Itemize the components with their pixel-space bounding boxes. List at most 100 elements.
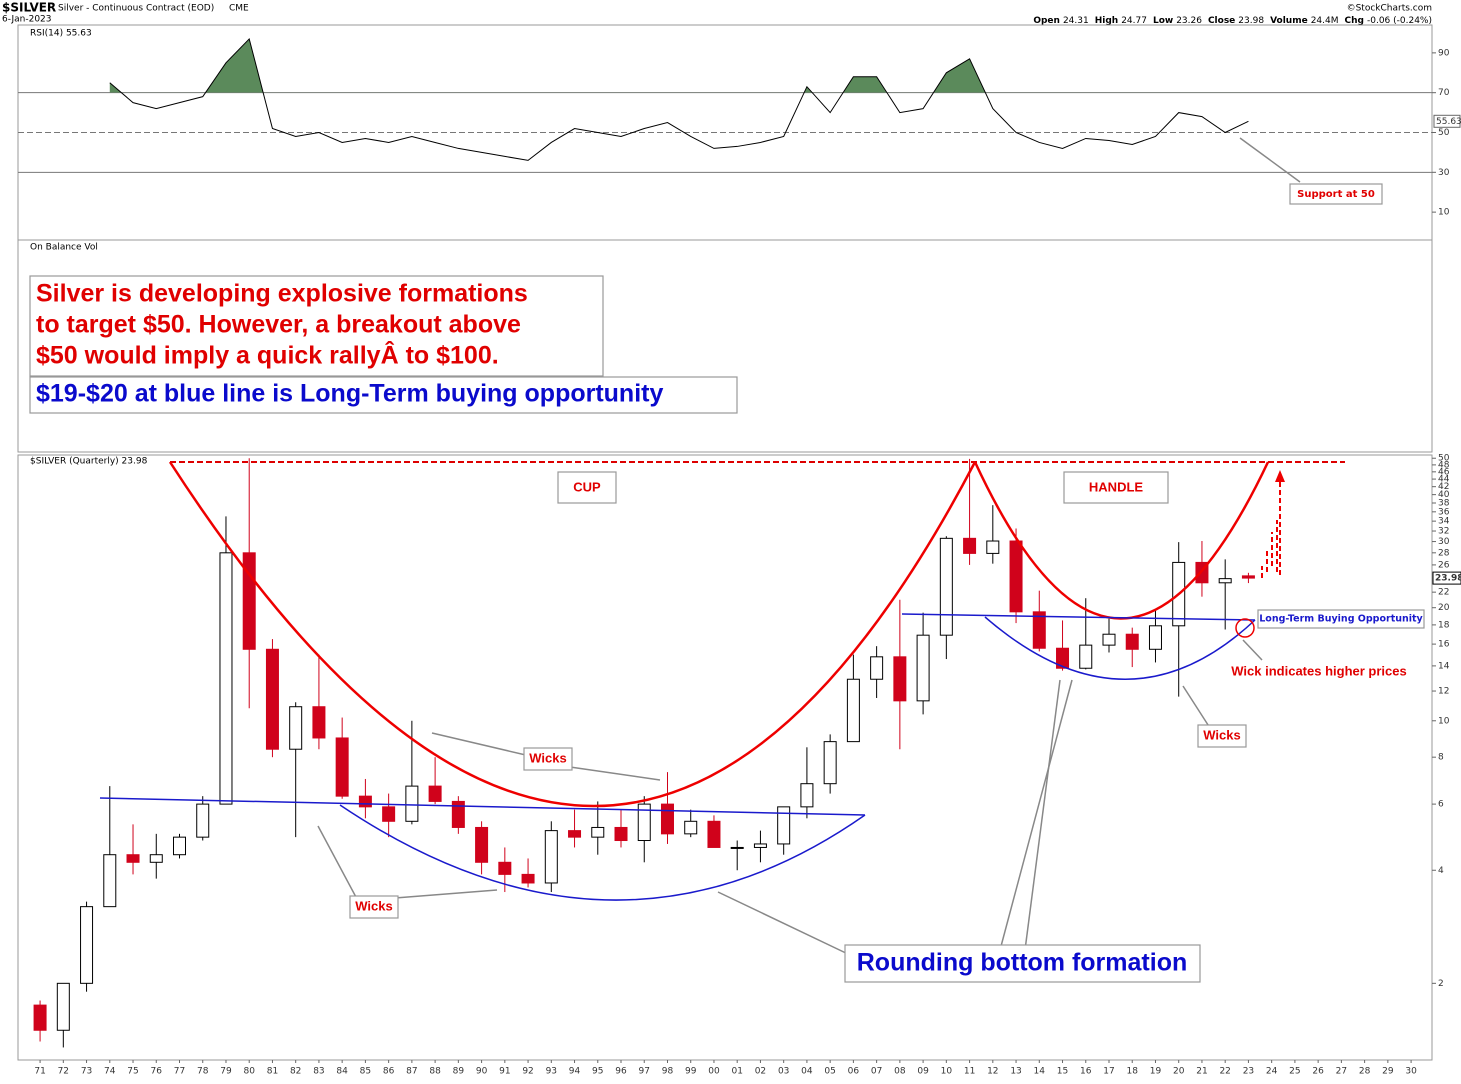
y-tick-label: 90 — [1438, 48, 1450, 58]
candle-body — [126, 854, 140, 863]
x-tick-label: 96 — [615, 1067, 627, 1077]
quote-text: Open 24.31 High 24.77 Low 23.26 Close 23.98 Volu… — [1033, 16, 1432, 26]
quote-label: Open — [1033, 16, 1060, 26]
y-tick-label: 26 — [1438, 560, 1450, 570]
annotations: Silver is developing explosive formation… — [29, 183, 1425, 983]
arrow-head — [1275, 470, 1285, 482]
cup-curve — [168, 461, 977, 807]
price-title: $SILVER (Quarterly) 23.98 — [30, 457, 148, 467]
candle-body — [823, 741, 837, 785]
x-tick-label: 00 — [708, 1067, 720, 1077]
candle-body — [1009, 540, 1023, 613]
date: 6-Jan-2023 — [2, 15, 52, 25]
y-tick-label: 70 — [1438, 88, 1450, 98]
x-tick-label: 15 — [1057, 1067, 1068, 1077]
candle-body — [358, 795, 372, 808]
obv-title: On Balance Vol — [30, 243, 98, 253]
x-tick-label: 72 — [58, 1067, 69, 1077]
candle-body — [730, 846, 744, 849]
candle-body — [1032, 611, 1046, 649]
x-tick-label: 93 — [546, 1067, 557, 1077]
y-tick-label: 20 — [1438, 603, 1450, 613]
x-tick-label: 03 — [778, 1067, 789, 1077]
x-tick-label: 08 — [894, 1067, 906, 1077]
candle-body — [1125, 633, 1139, 650]
y-tick-label: 10 — [1438, 208, 1450, 218]
candle-body — [1102, 633, 1116, 646]
candle-body — [684, 820, 698, 835]
x-tick-label: 78 — [197, 1067, 209, 1077]
candle-body — [963, 537, 977, 554]
y-tick-label: 48 — [1438, 460, 1450, 470]
candle-body — [591, 826, 605, 838]
x-tick-label: 77 — [174, 1067, 185, 1077]
candle-body — [289, 706, 303, 750]
y-tick-label: 10 — [1438, 716, 1450, 726]
x-tick-label: 26 — [1312, 1067, 1324, 1077]
rounding-label: Rounding bottom formation — [857, 949, 1187, 977]
cup-label: CUP — [573, 479, 601, 494]
candle-body — [428, 785, 442, 802]
x-tick-label: 06 — [848, 1067, 860, 1077]
candle-body — [637, 803, 651, 842]
candle-body — [939, 537, 953, 636]
candle-body — [80, 906, 94, 984]
last-value: 55.63 — [1436, 117, 1461, 127]
y-tick-label: 34 — [1438, 517, 1450, 527]
x-tick-label: 18 — [1127, 1067, 1139, 1077]
x-tick-label: 02 — [755, 1067, 766, 1077]
candle-body — [475, 826, 489, 863]
x-tick-label: 89 — [453, 1067, 465, 1077]
wicks-box — [523, 747, 573, 771]
y-tick-label: 8 — [1438, 753, 1444, 763]
candle-body — [1218, 578, 1232, 584]
wick-higher-label: Wick indicates higher prices — [1231, 663, 1406, 678]
x-tick-label: 85 — [360, 1067, 371, 1077]
quote-label: Close — [1208, 16, 1235, 26]
candle-body — [451, 800, 465, 828]
candle-body — [405, 785, 419, 822]
x-tick-label: 07 — [871, 1067, 882, 1077]
x-tick-label: 24 — [1266, 1067, 1278, 1077]
candle-body — [103, 854, 117, 908]
wicks-label: Wicks — [355, 898, 392, 913]
x-tick-label: 76 — [151, 1067, 163, 1077]
x-tick-label: 74 — [104, 1067, 116, 1077]
x-tick-label: 95 — [592, 1067, 603, 1077]
x-tick-label: 98 — [662, 1067, 674, 1077]
rounding-curve — [339, 804, 866, 901]
candle-body — [800, 783, 814, 808]
x-tick-label: 09 — [917, 1067, 929, 1077]
candle-body — [1056, 647, 1070, 669]
candle-body — [660, 803, 674, 835]
support-line — [99, 797, 866, 816]
main-text: $50 would imply a quick rallyÂ to $100. — [36, 340, 499, 370]
x-tick-label: 21 — [1196, 1067, 1207, 1077]
buy-text: $19-$20 at blue line is Long-Term buying… — [36, 380, 663, 408]
candle-body — [777, 806, 791, 845]
x-tick-label: 82 — [290, 1067, 301, 1077]
rounding-box — [844, 944, 1201, 983]
candle-body — [870, 656, 884, 680]
cup-box — [557, 471, 617, 504]
candle-body — [56, 982, 70, 1031]
quote: Open 24.31 High 24.77 Low 23.26 Close 23.98 Volu… — [1033, 16, 1432, 26]
x-tick-label: 87 — [406, 1067, 417, 1077]
candle-body — [335, 737, 349, 797]
candle-body — [196, 803, 210, 838]
candle-body — [1148, 625, 1162, 650]
x-tick-label: 99 — [685, 1067, 697, 1077]
candle-body — [544, 830, 558, 884]
candle-body — [219, 552, 233, 805]
candle-body — [614, 826, 628, 842]
last-value-box — [1432, 571, 1461, 585]
x-tick-label: 81 — [267, 1067, 278, 1077]
credit: ©StockCharts.com — [1347, 4, 1432, 14]
main-text: Silver is developing explosive formation… — [36, 280, 528, 308]
candle-body — [986, 540, 1000, 554]
x-tick-label: 17 — [1103, 1067, 1114, 1077]
candle-body — [1241, 575, 1255, 579]
x-tick-label: 86 — [383, 1067, 395, 1077]
candle-body — [707, 820, 721, 848]
